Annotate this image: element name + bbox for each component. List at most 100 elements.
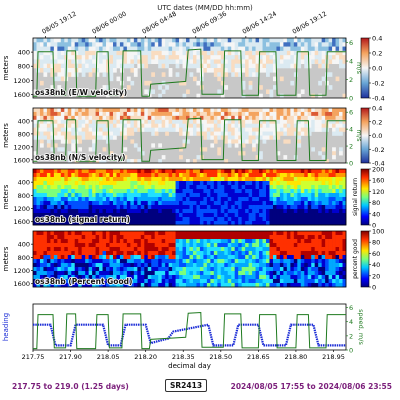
heatmap-cell xyxy=(179,239,183,244)
heatmap-cell xyxy=(57,239,62,244)
heatmap-cell xyxy=(217,217,222,222)
footer-day-range: 217.75 to 219.0 (1.25 days) xyxy=(12,382,129,391)
heatmap-cell xyxy=(36,267,41,272)
heatmap-cell xyxy=(112,239,117,244)
heatmap-cell xyxy=(255,251,260,256)
heatmap-cell xyxy=(71,221,76,226)
heatmap-cell xyxy=(112,123,117,128)
heatmap-cell xyxy=(151,247,156,252)
heatmap-cell xyxy=(203,193,208,198)
heatmap-cell xyxy=(192,38,197,43)
heatmap-cell xyxy=(95,119,100,125)
heatmap-cell xyxy=(74,185,79,190)
heatmap-cell xyxy=(57,42,62,47)
heatmap-cell xyxy=(71,251,76,256)
heatmap-cell xyxy=(290,221,295,226)
heatmap-cell xyxy=(192,55,197,60)
heatmap-cell xyxy=(119,263,124,268)
heatmap-cell xyxy=(92,197,96,202)
heatmap-cell xyxy=(241,119,246,125)
heatmap-cell xyxy=(154,111,159,117)
heatmap-cell xyxy=(71,267,76,272)
heatmap-cell xyxy=(283,239,288,244)
heatmap-cell xyxy=(238,263,242,268)
heatmap-cell xyxy=(140,123,145,128)
heatmap-cell xyxy=(332,263,336,268)
heatmap-cell xyxy=(39,213,44,218)
heatmap-cell xyxy=(238,55,242,60)
heatmap-cell xyxy=(74,181,79,186)
heatmap-cell xyxy=(50,193,55,198)
heatmap-cell xyxy=(78,243,82,248)
heatmap-cell xyxy=(67,205,72,210)
heatmap-cell xyxy=(224,193,229,198)
heatmap-cell xyxy=(168,221,173,226)
heatmap-cell xyxy=(245,127,249,132)
heatmap-cell xyxy=(311,231,315,236)
heatmap-cell xyxy=(140,38,145,43)
heatmap-cell xyxy=(92,173,96,178)
heatmap-cell xyxy=(196,42,201,47)
heatmap-cell xyxy=(175,267,180,272)
heatmap-cell xyxy=(300,205,305,210)
heatmap-cell xyxy=(53,255,58,260)
heatmap-cell xyxy=(213,181,218,186)
heatmap-cell xyxy=(213,259,218,264)
heatmap-cell xyxy=(102,50,107,56)
heatmap-cell xyxy=(300,108,305,113)
heatmap-cell xyxy=(154,275,159,280)
heatmap-cell xyxy=(67,193,72,198)
heatmap-cell xyxy=(210,127,215,132)
heatmap-cell xyxy=(266,108,270,113)
heatmap-cell xyxy=(297,59,302,65)
heatmap-cell xyxy=(67,111,72,117)
heatmap-cell xyxy=(311,279,315,284)
heatmap-cell xyxy=(339,115,343,121)
heatmap-cell xyxy=(186,177,190,182)
heatmap-cell xyxy=(307,108,312,113)
heatmap-cell xyxy=(245,63,249,69)
heatmap-cell xyxy=(325,239,329,244)
heatmap-cell xyxy=(158,267,162,272)
heatmap-cell xyxy=(60,76,65,82)
heatmap-cell xyxy=(238,209,242,214)
heatmap-cell xyxy=(85,50,89,56)
heatmap-cell xyxy=(99,59,103,65)
heatmap-cell xyxy=(144,89,149,95)
heatmap-cell xyxy=(106,46,110,52)
heatmap-cell xyxy=(78,139,82,144)
heatmap-cell xyxy=(95,201,100,206)
heatmap-cell xyxy=(50,63,55,69)
heatmap-cell xyxy=(81,177,86,182)
heatmap-cell xyxy=(161,50,166,56)
heatmap-cell xyxy=(283,169,288,174)
heatmap-cell xyxy=(210,247,215,252)
heatmap-cell xyxy=(130,139,135,144)
heatmap-cell xyxy=(179,119,183,125)
heatmap-cell xyxy=(123,115,128,121)
heatmap-cell xyxy=(335,235,340,240)
heatmap-cell xyxy=(210,59,215,65)
heatmap-cell xyxy=(213,111,218,117)
heatmap-cell xyxy=(102,279,107,284)
heatmap-cell xyxy=(231,131,236,136)
heatmap-cell xyxy=(95,221,100,226)
heatmap-cell xyxy=(300,209,305,214)
heatmap-cell xyxy=(300,46,305,52)
heatmap-cell xyxy=(39,275,44,280)
heatmap-cell xyxy=(300,189,305,194)
heatmap-cell xyxy=(206,263,211,268)
heatmap-cell xyxy=(133,115,138,121)
heatmap-cell xyxy=(88,239,93,244)
heatmap-cell xyxy=(57,255,62,260)
heatmap-cell xyxy=(175,111,180,117)
heatmap-cell xyxy=(339,209,343,214)
heatmap-cell xyxy=(272,55,277,60)
heatmap-cell xyxy=(227,197,232,202)
heatmap-cell xyxy=(213,42,218,47)
heatmap-cell xyxy=(241,181,246,186)
heatmap-cell xyxy=(186,169,190,174)
heatmap-cell xyxy=(53,263,58,268)
heatmap-cell xyxy=(231,231,236,236)
heatmap-cell xyxy=(234,235,239,240)
